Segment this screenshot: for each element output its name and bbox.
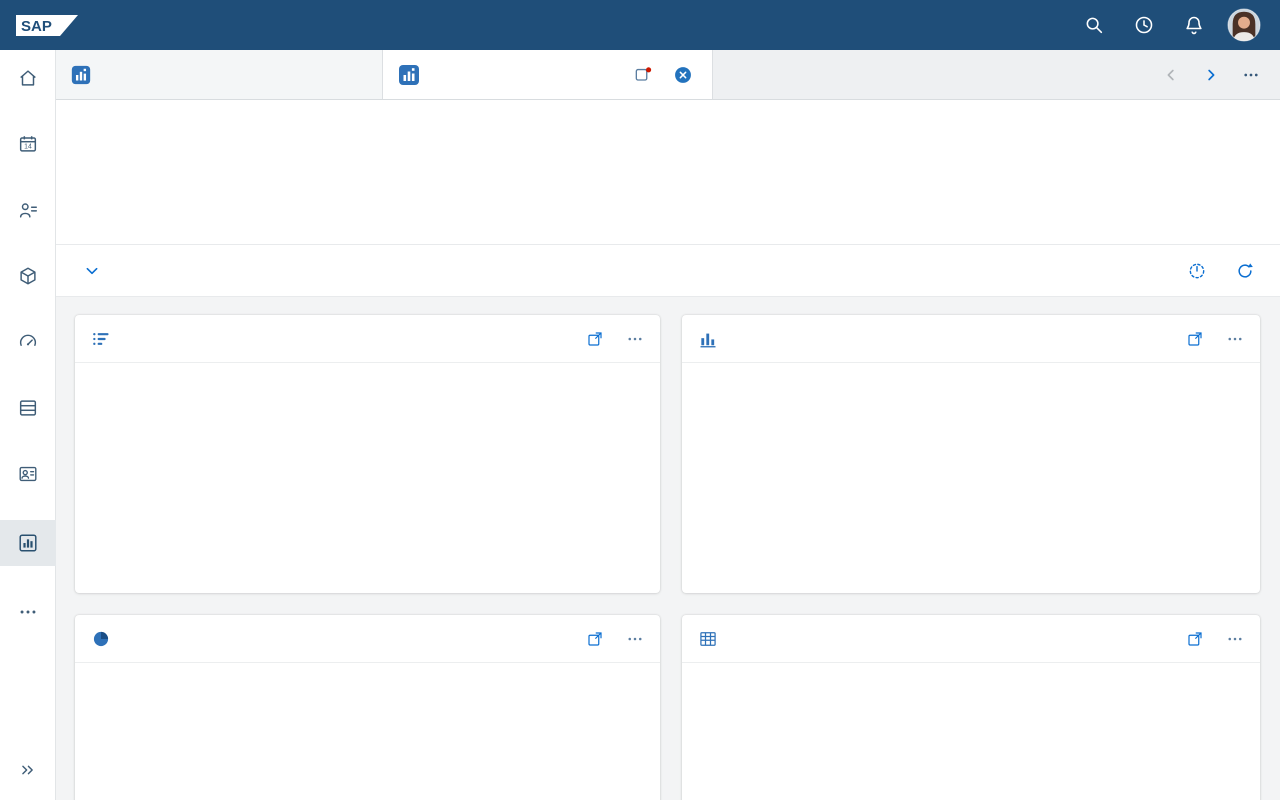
dashboards-tile-icon — [397, 63, 421, 87]
worklist-icon — [17, 397, 39, 419]
auto-refresh-button[interactable] — [1184, 258, 1210, 284]
dashboard-selector[interactable] — [75, 263, 100, 279]
overflow-icon — [1242, 66, 1260, 84]
open-in-new-window-button[interactable] — [1180, 624, 1210, 654]
tabs-scroll-right-button[interactable] — [1196, 60, 1226, 90]
open-in-new-icon — [586, 330, 604, 348]
dashboards-icon — [17, 532, 39, 554]
overflow-icon — [626, 330, 644, 348]
overflow-icon — [1226, 330, 1244, 348]
open-in-new-window-button[interactable] — [1180, 324, 1210, 354]
card-header — [75, 315, 660, 363]
open-in-new-icon — [586, 630, 604, 648]
card-overflow-button[interactable] — [620, 624, 650, 654]
overflow-icon — [1226, 630, 1244, 648]
card-overflow-button[interactable] — [1220, 624, 1250, 654]
avatar-image — [1227, 8, 1261, 42]
chevron-down-icon — [84, 263, 100, 279]
revenue-pie-chart — [75, 663, 660, 800]
tab-notification-icon — [633, 65, 653, 85]
sidebar-item-more[interactable] — [0, 592, 56, 632]
open-in-new-icon — [1186, 330, 1204, 348]
tab-notification-button[interactable] — [628, 60, 658, 90]
auto-refresh-icon — [1187, 261, 1207, 281]
sidebar-item-contacts[interactable] — [0, 190, 56, 230]
chevron-right-icon — [1202, 66, 1220, 84]
card-sales-leads-by-source — [682, 615, 1260, 800]
close-icon — [673, 65, 693, 85]
tab-bar-actions — [713, 50, 1280, 99]
sidebar-item-dashboards[interactable] — [0, 520, 56, 566]
tabs-scroll-left-button[interactable] — [1156, 60, 1186, 90]
tabs-overflow-button[interactable] — [1236, 60, 1266, 90]
funnel-report-chart — [682, 363, 1260, 593]
overflow-icon — [626, 630, 644, 648]
sidebar-item-products[interactable] — [0, 256, 56, 296]
column-chart-icon — [698, 329, 718, 349]
recent-activity-button[interactable] — [1124, 5, 1164, 45]
table-icon — [698, 629, 718, 649]
refresh-icon — [1235, 261, 1255, 281]
sidebar-item-calendar[interactable]: 14 — [0, 124, 56, 164]
side-navigation: 14 — [0, 50, 56, 800]
svg-text:SAP: SAP — [21, 18, 52, 35]
calendar-icon: 14 — [17, 133, 39, 155]
svg-text:14: 14 — [24, 144, 32, 151]
sap-logo[interactable]: SAP — [16, 10, 78, 41]
notifications-icon — [1183, 14, 1205, 36]
speedometer-icon — [17, 331, 39, 353]
open-in-new-window-button[interactable] — [580, 324, 610, 354]
tab-dashboards-home[interactable] — [56, 50, 383, 99]
account-card-icon — [17, 463, 39, 485]
product-box-icon — [17, 265, 39, 287]
card-overflow-button[interactable] — [620, 324, 650, 354]
card-header — [682, 315, 1260, 363]
sidebar-item-accounts[interactable] — [0, 454, 56, 494]
tab-sales-overview[interactable] — [383, 50, 713, 99]
shell-header: SAP — [0, 0, 1280, 50]
card-sales-lead-funnel-report — [682, 315, 1260, 593]
subheader-actions — [1184, 258, 1258, 284]
open-in-new-window-button[interactable] — [580, 624, 610, 654]
user-avatar[interactable] — [1224, 5, 1264, 45]
sidebar-item-worklist[interactable] — [0, 388, 56, 428]
time-icon — [1133, 14, 1155, 36]
kpi-expected-value[interactable] — [75, 146, 235, 198]
sidebar-expand-button[interactable] — [0, 750, 56, 790]
card-overflow-button[interactable] — [1220, 324, 1250, 354]
search-button[interactable] — [1074, 5, 1114, 45]
card-header — [75, 615, 660, 663]
leads-table — [682, 663, 1260, 800]
notifications-button[interactable] — [1174, 5, 1214, 45]
funnel-analysis-icon — [91, 329, 111, 349]
home-icon — [17, 67, 39, 89]
chevron-left-icon — [1162, 66, 1180, 84]
page-subheader — [56, 245, 1280, 297]
dashboards-tile-icon — [70, 64, 92, 86]
funnel-analysis-chart — [75, 363, 660, 593]
more-icon — [17, 601, 39, 623]
double-chevron-right-icon — [17, 759, 39, 781]
tab-close-button[interactable] — [668, 60, 698, 90]
sap-logo-icon: SAP — [16, 10, 78, 41]
tab-bar — [56, 50, 1280, 100]
pie-chart-icon — [91, 629, 111, 649]
sidebar-item-performance[interactable] — [0, 322, 56, 362]
contacts-icon — [17, 199, 39, 221]
card-revenue-per-month — [75, 615, 660, 800]
refresh-button[interactable] — [1232, 258, 1258, 284]
card-sales-lead-funnel-analysis — [75, 315, 660, 593]
card-header — [682, 615, 1260, 663]
sidebar-item-home[interactable] — [0, 58, 56, 98]
search-icon — [1083, 14, 1105, 36]
kpi-value — [75, 146, 235, 192]
open-in-new-icon — [1186, 630, 1204, 648]
dashboard-cards — [56, 297, 1280, 800]
content-area — [56, 50, 1280, 800]
kpi-header — [56, 100, 1280, 245]
